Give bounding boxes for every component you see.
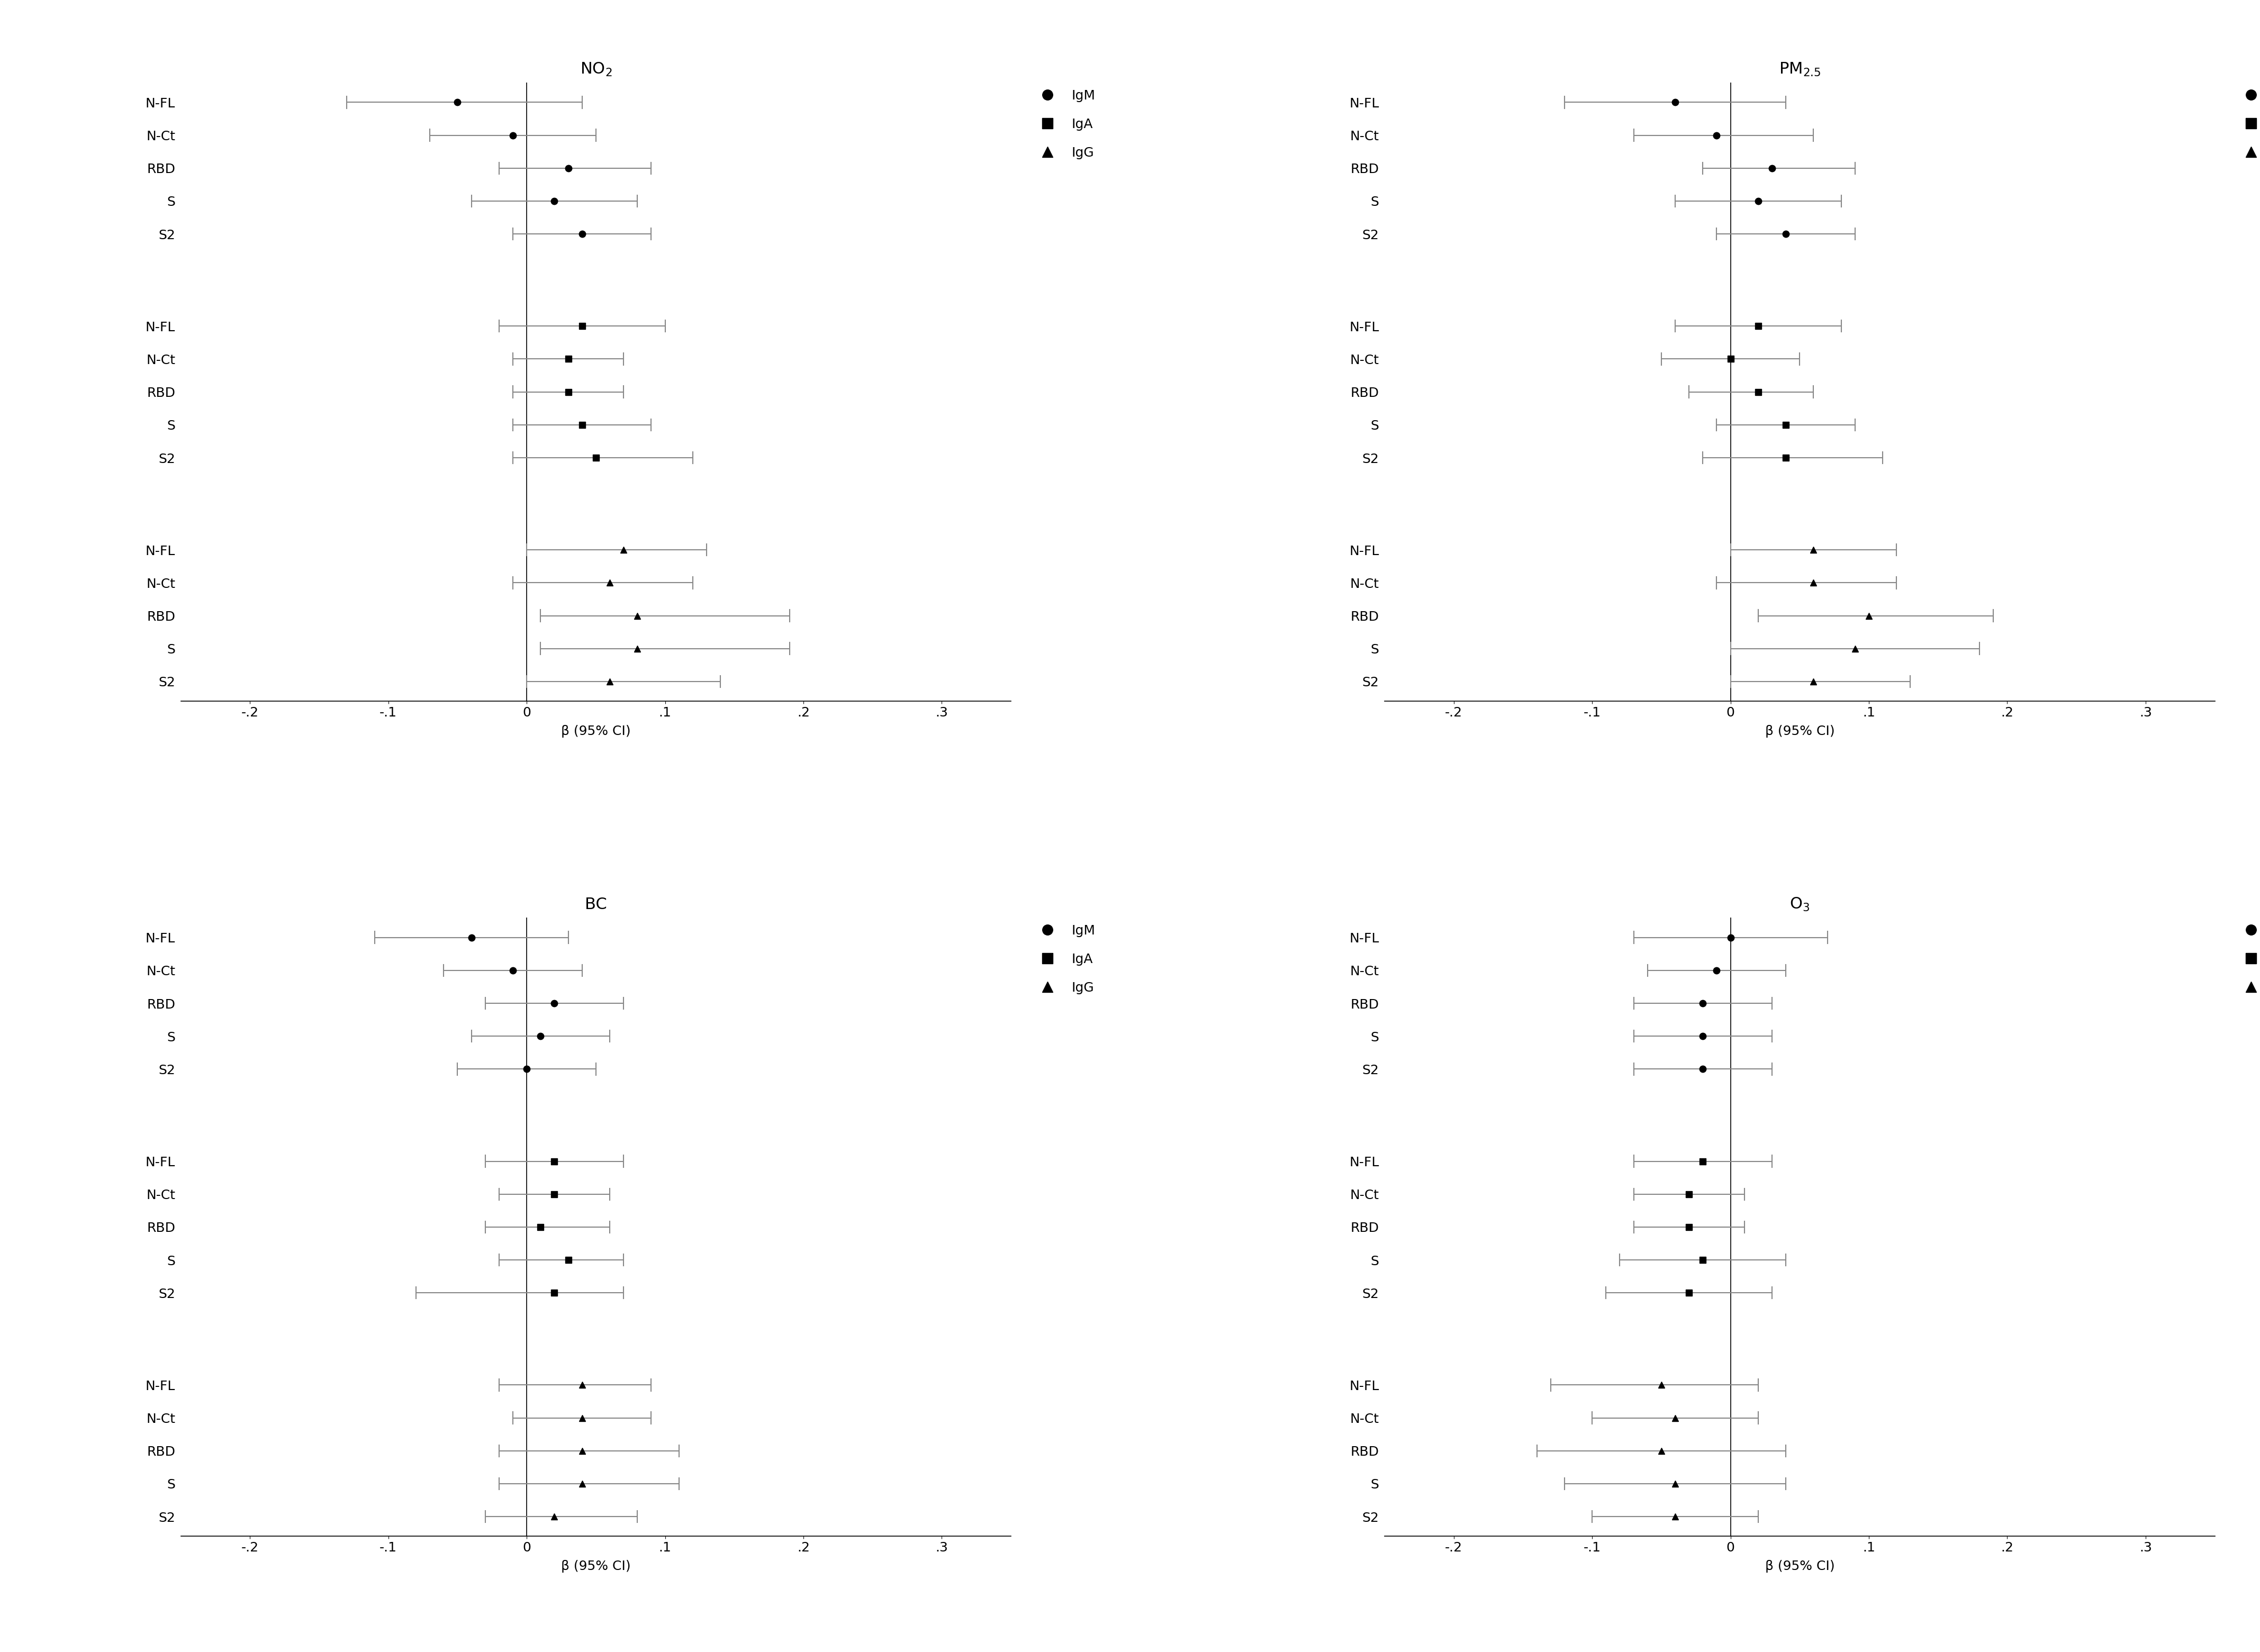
- X-axis label: β (95% CI): β (95% CI): [1765, 725, 1835, 738]
- Legend: IgM, IgA, IgG: IgM, IgA, IgG: [1035, 925, 1096, 995]
- Legend: IgM, IgA, IgG: IgM, IgA, IgG: [2237, 925, 2260, 995]
- Title: NO$_2$: NO$_2$: [581, 61, 612, 78]
- X-axis label: β (95% CI): β (95% CI): [560, 725, 631, 738]
- Legend: IgM, IgA, IgG: IgM, IgA, IgG: [2237, 89, 2260, 159]
- X-axis label: β (95% CI): β (95% CI): [560, 1559, 631, 1573]
- X-axis label: β (95% CI): β (95% CI): [1765, 1559, 1835, 1573]
- Title: PM$_{2.5}$: PM$_{2.5}$: [1779, 61, 1822, 78]
- Legend: IgM, IgA, IgG: IgM, IgA, IgG: [1035, 89, 1096, 159]
- Title: O$_3$: O$_3$: [1790, 897, 1810, 912]
- Title: BC: BC: [585, 897, 608, 912]
